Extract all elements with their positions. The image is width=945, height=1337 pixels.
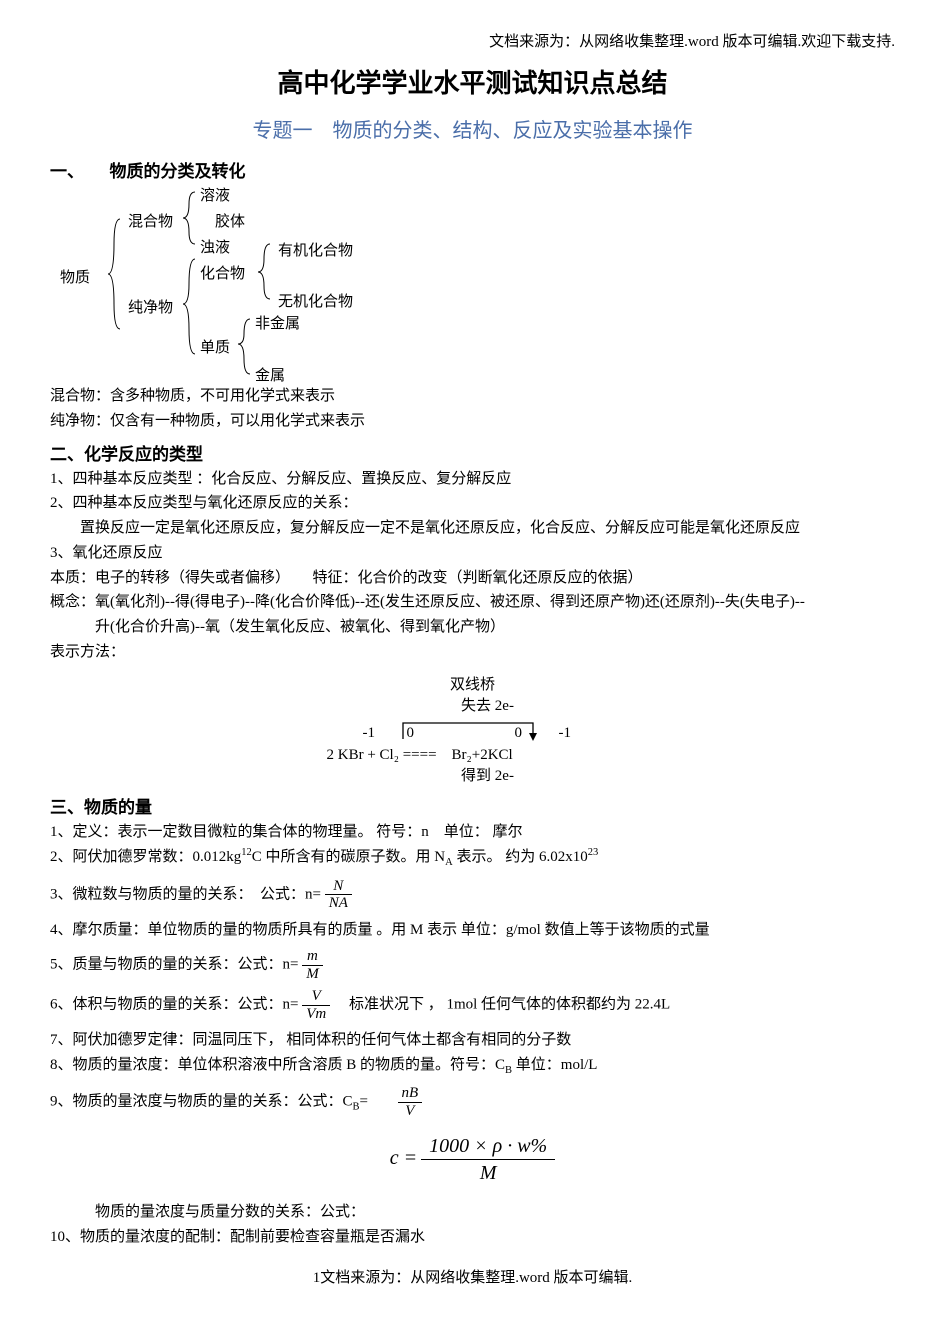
tree-nonmetal: 非金属	[255, 312, 300, 333]
s2-line-6: 表示方法：	[50, 640, 895, 665]
tree-solution: 溶液	[200, 184, 230, 205]
fraction-v-vm: V Vm	[302, 988, 330, 1022]
s3-line-11: 10、物质的量浓度的配制：配制前要检查容量瓶是否漏水	[50, 1225, 895, 1250]
document-page: 文档来源为：从网络收集整理.word 版本可编辑.欢迎下载支持. 高中化学学业水…	[0, 0, 945, 1307]
tree-metal: 金属	[255, 364, 285, 385]
sup-12: 12	[241, 847, 252, 858]
s2-line-2: 2、四种基本反应类型与氧化还原反应的关系：	[50, 491, 895, 516]
s3-line-5: 5、质量与物质的量的关系：公式：n= m M	[50, 948, 895, 982]
frac-den: M	[421, 1160, 555, 1186]
s3-l8-a: 8、物质的量浓度：单位体积溶液中所含溶质 B 的物质的量。符号：C	[50, 1057, 505, 1073]
header-note: 文档来源为：从网络收集整理.word 版本可编辑.欢迎下载支持.	[50, 30, 895, 51]
frac-den: NA	[325, 895, 352, 912]
fraction-concentration: 1000 × ρ · w% M	[421, 1133, 555, 1186]
tree-brackets	[60, 184, 460, 384]
s2-line-2b: 置换反应一定是氧化还原反应，复分解反应一定不是氧化还原反应，化合反应、分解反应可…	[50, 516, 895, 541]
s3-line-8: 8、物质的量浓度：单位体积溶液中所含溶质 B 的物质的量。符号：CB 单位：mo…	[50, 1053, 895, 1079]
s3-line-9: 9、物质的量浓度与物质的量的关系：公式：CB= nB V	[50, 1085, 895, 1119]
ox-mid1: 0	[407, 725, 415, 742]
s3-l6-post: 标准状况下 ， 1mol 任何气体的体积都约为 22.4L	[334, 997, 670, 1013]
frac-den: Vm	[302, 1006, 330, 1023]
formula-lhs: c =	[390, 1147, 417, 1170]
tree-pure: 纯净物	[128, 296, 173, 317]
tree-inorganic: 无机化合物	[278, 290, 353, 311]
main-title: 高中化学学业水平测试知识点总结	[50, 63, 895, 100]
s3-l9-pre: 9、物质的量浓度与物质的量的关系：公式：C	[50, 1094, 353, 1110]
tree-suspension: 浊液	[200, 236, 230, 257]
s2-line-4: 本质：电子的转移（得失或者偏移） 特征：化合价的改变（判断氧化还原反应的依据）	[50, 566, 895, 591]
ox-left: -1	[363, 725, 376, 742]
frac-num: m	[302, 948, 323, 966]
big-formula: c = 1000 × ρ · w% M	[50, 1133, 895, 1186]
s3-line-6: 6、体积与物质的量的关系：公式：n= V Vm 标准状况下 ， 1mol 任何气…	[50, 988, 895, 1022]
frac-num: nB	[398, 1085, 423, 1103]
pure-note: 纯净物：仅含有一种物质，可以用化学式来表示	[50, 409, 895, 434]
sup-23: 23	[588, 847, 599, 858]
s3-line-1: 1、定义：表示一定数目微粒的集合体的物理量。 符号：n 单位： 摩尔	[50, 820, 895, 845]
fraction-n-na: N NA	[325, 878, 352, 912]
s3-line-10: 物质的量浓度与质量分数的关系：公式：	[50, 1200, 895, 1225]
s3-l2-a: 2、阿伏加德罗常数：0.012kg	[50, 849, 241, 865]
s3-line-4: 4、摩尔质量：单位物质的量的物质所具有的质量 。用 M 表示 单位：g/mol …	[50, 918, 895, 943]
s3-l2-b: C 中所含有的碳原子数。用 N	[252, 849, 445, 865]
frac-num: N	[325, 878, 352, 896]
s2-line-3: 3、氧化还原反应	[50, 541, 895, 566]
sub-B2: B	[353, 1102, 360, 1113]
bridge-equation: 2 KBr + Cl₂ ==== Br₂+2KCl	[303, 743, 643, 764]
s2-line-5: 概念：氧(氧化剂)--得(得电子)--降(化合价降低)--还(发生还原反应、被还…	[50, 590, 895, 615]
sub-B: B	[505, 1065, 512, 1076]
ox-mid2: 0	[515, 725, 523, 742]
s3-line-2: 2、阿伏加德罗常数：0.012kg12C 中所含有的碳原子数。用 NA 表示。 …	[50, 844, 895, 871]
tree-organic: 有机化合物	[278, 239, 353, 260]
s3-l5-pre: 5、质量与物质的量的关系：公式：n=	[50, 957, 298, 973]
tree-mixture: 混合物	[128, 210, 173, 231]
mixture-note: 混合物：含多种物质，不可用化学式来表示	[50, 384, 895, 409]
footer-note: 1文档来源为：从网络收集整理.word 版本可编辑.	[50, 1266, 895, 1287]
subtitle: 专题一 物质的分类、结构、反应及实验基本操作	[50, 114, 895, 143]
double-bridge-diagram: 双线桥 失去 2e- -1 0 0 -1 2 KBr + Cl₂ ==== Br…	[303, 673, 643, 785]
tree-element: 单质	[200, 336, 230, 357]
s3-line-7: 7、阿伏加德罗定律：同温同压下， 相同体积的任何气体土都含有相同的分子数	[50, 1028, 895, 1053]
s3-l6-pre: 6、体积与物质的量的关系：公式：n=	[50, 997, 298, 1013]
tree-colloid: 胶体	[215, 210, 245, 231]
section-3-title: 三、物质的量	[50, 793, 895, 818]
section-1-title: 一、 物质的分类及转化	[50, 157, 895, 182]
frac-den: V	[398, 1103, 423, 1120]
bridge-title: 双线桥	[303, 673, 643, 694]
bridge-top-line	[303, 715, 643, 743]
tree-root: 物质	[60, 266, 90, 287]
fraction-nb-v: nB V	[398, 1085, 423, 1119]
sub-A: A	[445, 857, 453, 868]
s2-line-1: 1、四种基本反应类型 ：化合反应、分解反应、置换反应、复分解反应	[50, 467, 895, 492]
frac-den: M	[302, 966, 323, 983]
s3-l3-pre: 3、微粒数与物质的量的关系： 公式：n=	[50, 886, 321, 902]
frac-num: V	[302, 988, 330, 1006]
s3-l8-b: 单位：mol/L	[512, 1057, 597, 1073]
ox-right: -1	[559, 725, 572, 742]
section-2-title: 二、化学反应的类型	[50, 440, 895, 465]
bridge-lose: 失去 2e-	[303, 694, 643, 715]
s3-line-3: 3、微粒数与物质的量的关系： 公式：n= N NA	[50, 878, 895, 912]
tree-compound: 化合物	[200, 262, 245, 283]
s2-line-5b: 升(化合价升高)--氧（发生氧化反应、被氧化、得到氧化产物）	[50, 615, 895, 640]
frac-num: 1000 × ρ · w%	[421, 1133, 555, 1160]
classification-tree: 物质 混合物 纯净物 溶液 胶体 浊液 化合物 单质 有机化合物 无机化合物 非…	[60, 184, 895, 384]
fraction-m-M: m M	[302, 948, 323, 982]
s3-l9-eq: =	[360, 1094, 372, 1110]
s3-l2-c: 表示。 约为 6.02x10	[453, 849, 588, 865]
bridge-gain: 得到 2e-	[303, 764, 643, 785]
